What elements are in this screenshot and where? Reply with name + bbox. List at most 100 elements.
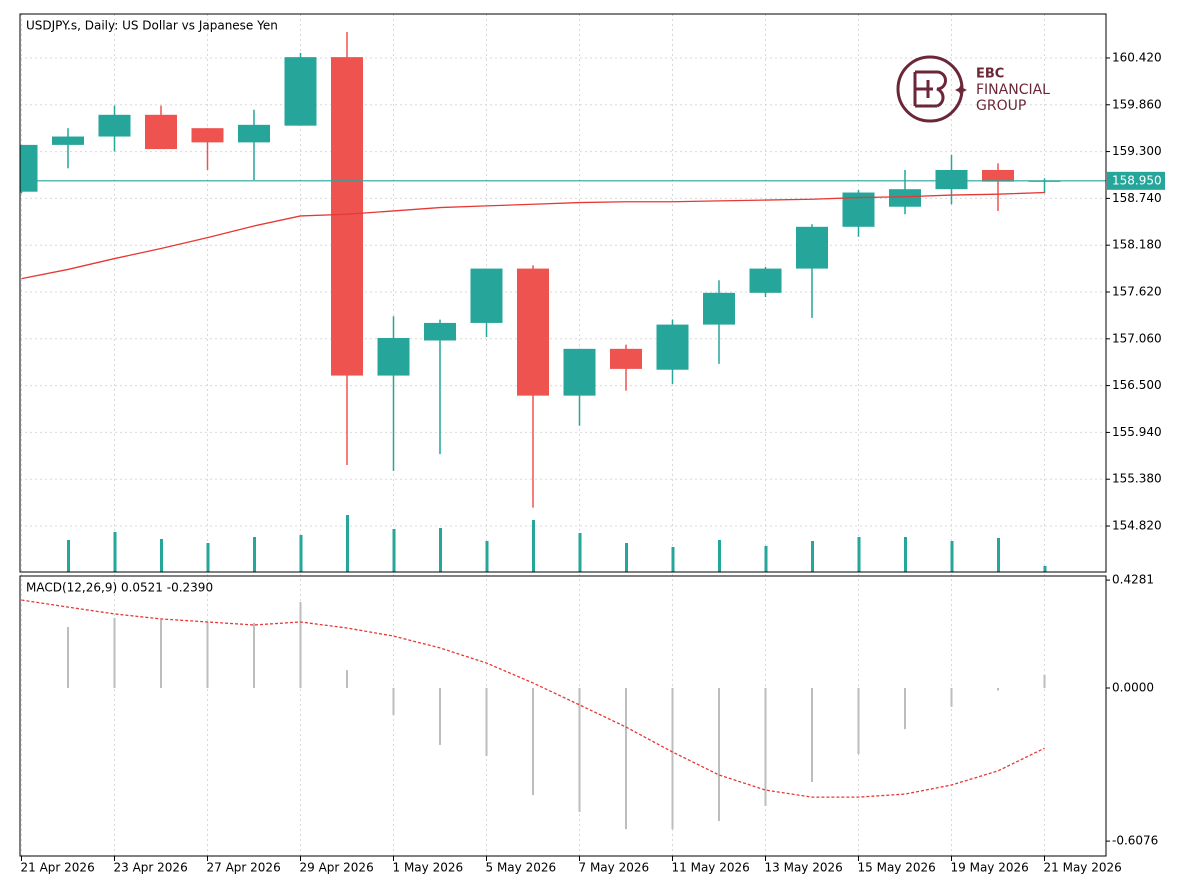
macd-bar [67,627,69,688]
macd-bar [439,687,441,745]
x-tick-label: 1 May 2026 [393,861,464,875]
y-tick-label: -0.6076 [1112,834,1158,848]
volume-bar [997,538,1000,572]
macd-frame [19,575,1107,857]
logo-star [955,84,967,96]
y-tick-label: 159.300 [1112,144,1162,158]
y-tick-label: 157.060 [1112,331,1162,345]
volume-bar [485,541,489,572]
volume-bar [671,547,675,572]
candle-body [377,337,410,376]
x-tick-label: 21 Apr 2026 [21,861,95,875]
x-tick-label: 27 Apr 2026 [207,861,281,875]
chart-title: USDJPY.s, Daily: US Dollar vs Japanese Y… [26,19,278,33]
macd-bar [578,687,581,812]
volume-bar [67,540,70,572]
x-tick-label: 19 May 2026 [951,861,1029,875]
candle-body [470,268,503,323]
logo-text: FINANCIAL [976,82,1050,98]
y-tick-label: 156.500 [1112,378,1162,392]
volume-bar [160,539,163,572]
volume-bar [113,532,117,572]
candle-body [20,144,38,192]
macd-bar [346,670,348,688]
y-tick-label: 155.380 [1112,472,1162,486]
macd-bar [904,687,906,730]
volume-bar [578,533,582,572]
y-tick-label: 159.860 [1112,97,1162,111]
candle-body [935,169,968,190]
macd-bar [764,687,767,806]
macd-bar [671,687,674,830]
candle-body [796,226,828,269]
macd-bar [718,687,720,822]
price-pane [20,32,1106,572]
y-tick-label: 157.620 [1112,284,1162,298]
moving-average [21,191,1045,280]
price-frame [19,13,1107,573]
macd-bar [625,687,627,830]
volume-bar [299,535,303,572]
volume-bar [904,537,907,572]
volume-bar [950,541,954,572]
candle-body [52,136,84,145]
macd-bar [392,687,395,715]
candle-body [238,124,270,143]
volume-bar [253,537,256,572]
candle-body [191,128,224,143]
macd-bar [1043,674,1046,688]
y-tick-label: 154.820 [1112,519,1162,533]
logo-mark [913,70,947,108]
volume-bar [718,540,721,572]
y-tick-label: 0.4281 [1112,573,1154,587]
candle-body [517,268,549,396]
volume-bar [439,528,442,572]
macd-bar [113,617,116,688]
volume-bar [532,520,535,572]
macd-bar [206,621,209,688]
macd-bar [997,687,999,691]
macd-bar [299,602,302,688]
candle-body [331,57,363,376]
x-tick-label: 7 May 2026 [579,861,650,875]
x-tick-label: 11 May 2026 [672,861,750,875]
x-tick-label: 23 Apr 2026 [114,861,188,875]
volume-bar [392,529,396,572]
y-tick-label: 155.940 [1112,425,1162,439]
current-price-label: 158.950 [1112,173,1162,187]
volume-bar [346,515,349,572]
candle-body [982,169,1014,182]
x-tick-label: 29 Apr 2026 [300,861,374,875]
candle-body [703,292,735,325]
macd-bar [253,622,255,688]
axes: 160.420 159.860 159.300 158.740 158.180 157.6… [21,50,1165,875]
volume-bar [1043,566,1047,572]
grid-layer [20,14,1106,856]
x-tick-label: 13 May 2026 [765,861,843,875]
candle-body [145,114,177,150]
candle-body [749,268,782,293]
candle-body [610,348,642,369]
macd-bar [485,687,488,757]
logo: EBC FINANCIAL GROUP [896,55,1050,123]
volume-bar [764,546,768,572]
logo-text: GROUP [976,98,1026,114]
macd-bar [950,687,953,707]
candle-body [424,322,456,341]
candle-body [656,324,689,370]
volume-bar [206,543,210,572]
macd-bar [857,687,860,755]
x-tick-label: 5 May 2026 [486,861,557,875]
macd-bar [532,687,534,796]
y-tick-label: 0.0000 [1112,680,1154,694]
volume-bar [625,543,628,572]
macd-pane [21,599,1046,830]
volume-bar [857,537,861,572]
y-tick-label: 158.740 [1112,191,1162,205]
candle-body [284,57,317,126]
x-tick-label: 21 May 2026 [1044,861,1122,875]
signal-line [21,599,1045,798]
macd-bar [160,619,162,688]
logo-text: EBC [976,67,1004,82]
